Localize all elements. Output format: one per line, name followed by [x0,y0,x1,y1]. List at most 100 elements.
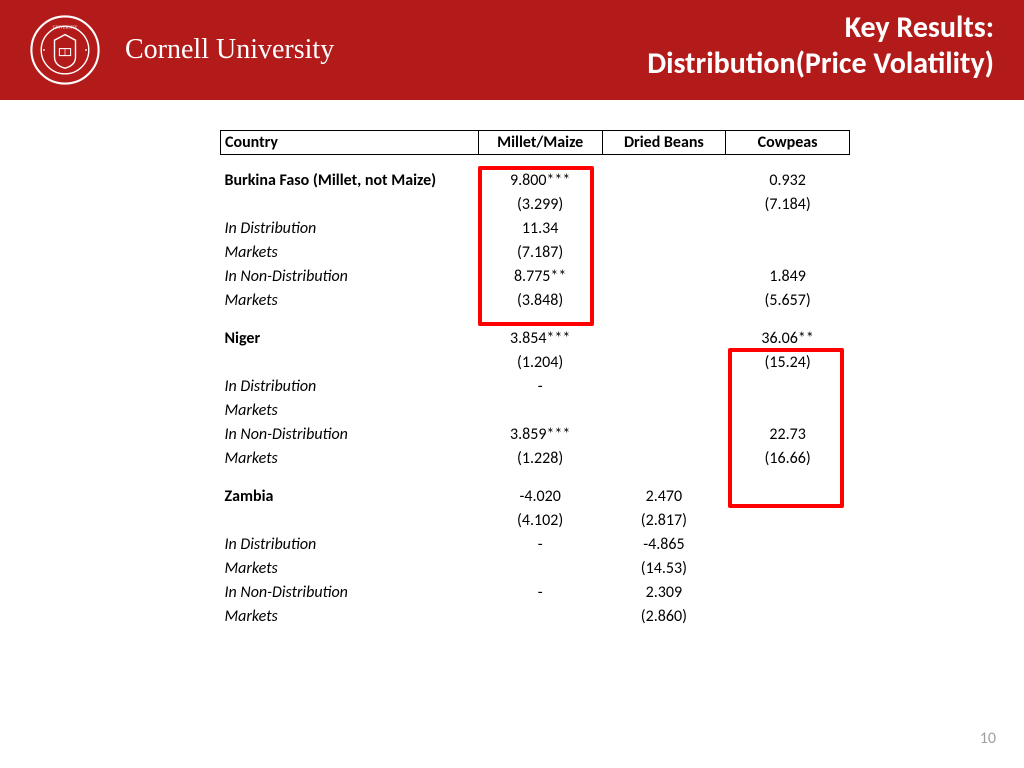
table-cell: (1.204) [478,351,602,375]
results-table: CountryMillet/MaizeDried BeansCowpeas Bu… [220,130,850,629]
table-cell [602,447,726,471]
table-cell [221,351,479,375]
table-cell: -4.865 [602,533,726,557]
table-cell: (2.817) [602,509,726,533]
table-cell [602,241,726,265]
table-cell [726,241,850,265]
table-cell: - [478,533,602,557]
table-cell [602,375,726,399]
university-name: Cornell University [125,34,334,66]
slide-title: Key Results: Distribution(Price Volatili… [647,10,994,82]
table-cell: In Non-Distribution [221,423,479,447]
table-cell: 3.859*** [478,423,602,447]
table-cell: 0.932 [726,169,850,193]
table-cell [726,375,850,399]
table-cell: (4.102) [478,509,602,533]
table-cell: 2.470 [602,485,726,509]
col-header: Cowpeas [726,131,850,155]
table-cell: 2.309 [602,581,726,605]
table-row: (4.102)(2.817) [221,509,850,533]
svg-text:UNIVERSITY: UNIVERSITY [52,24,77,29]
table-cell: In Distribution [221,375,479,399]
table-row: In Non-Distribution3.859*** 22.73 [221,423,850,447]
table-cell: Markets [221,241,479,265]
table-cell [726,485,850,509]
table-row: Markets(3.848) (5.657) [221,289,850,313]
table-cell: 22.73 [726,423,850,447]
table-cell [602,217,726,241]
table-cell [602,289,726,313]
table-cell [602,423,726,447]
table-cell: In Non-Distribution [221,265,479,289]
table-cell [726,217,850,241]
table-cell [726,605,850,629]
table-cell [602,169,726,193]
table-row: Markets (14.53) [221,557,850,581]
university-seal-icon: UNIVERSITY [30,15,100,85]
table-cell: 11.34 [478,217,602,241]
table-row [221,155,850,169]
table-cell: -4.020 [478,485,602,509]
table-cell [726,509,850,533]
table-cell: Markets [221,605,479,629]
table-cell: In Distribution [221,217,479,241]
table-cell [602,327,726,351]
table-row: In Distribution- [221,375,850,399]
table-row [221,471,850,485]
table-cell: Markets [221,289,479,313]
table-header-row: CountryMillet/MaizeDried BeansCowpeas [221,131,850,155]
col-header: Country [221,131,479,155]
table-row: In Distribution11.34 [221,217,850,241]
title-line-1: Key Results: [647,10,994,46]
table-cell: 36.06** [726,327,850,351]
table-cell: (16.66) [726,447,850,471]
table-row [221,313,850,327]
table-cell: 3.854*** [478,327,602,351]
table-cell: 8.775** [478,265,602,289]
table-cell: Zambia [221,485,479,509]
table-cell: (5.657) [726,289,850,313]
table-cell: - [478,375,602,399]
table-cell: (2.860) [602,605,726,629]
table-cell: Markets [221,557,479,581]
table-cell [726,581,850,605]
slide-header: UNIVERSITY Cornell University Key Result… [0,0,1024,100]
table-cell: (1.228) [478,447,602,471]
table-body: Burkina Faso (Millet, not Maize)9.800***… [221,155,850,629]
table-cell: (7.184) [726,193,850,217]
table-cell [602,351,726,375]
table-row: In Non-Distribution8.775**1.849 [221,265,850,289]
table-cell: In Non-Distribution [221,581,479,605]
table-cell [726,557,850,581]
col-header: Millet/Maize [478,131,602,155]
results-table-container: CountryMillet/MaizeDried BeansCowpeas Bu… [220,130,850,629]
table-cell: 9.800*** [478,169,602,193]
table-cell: Markets [221,399,479,423]
table-cell [726,399,850,423]
table-cell [221,509,479,533]
table-cell [478,399,602,423]
table-cell: Niger [221,327,479,351]
table-cell: (3.848) [478,289,602,313]
table-row: In Non-Distribution-2.309 [221,581,850,605]
table-row: (1.204)(15.24) [221,351,850,375]
table-cell: (3.299) [478,193,602,217]
table-cell: In Distribution [221,533,479,557]
table-row: Burkina Faso (Millet, not Maize)9.800***… [221,169,850,193]
table-cell: (7.187) [478,241,602,265]
table-cell [478,557,602,581]
table-cell [478,605,602,629]
table-row: Zambia-4.0202.470 [221,485,850,509]
col-header: Dried Beans [602,131,726,155]
table-row: Markets(1.228) (16.66) [221,447,850,471]
table-cell: (14.53) [602,557,726,581]
table-cell: - [478,581,602,605]
table-cell [602,265,726,289]
table-cell [602,193,726,217]
title-line-2: Distribution(Price Volatility) [647,46,994,82]
table-cell: Burkina Faso (Millet, not Maize) [221,169,479,193]
table-row: Markets(7.187) [221,241,850,265]
table-cell: Markets [221,447,479,471]
page-number: 10 [980,729,996,748]
table-row: Markets [221,399,850,423]
